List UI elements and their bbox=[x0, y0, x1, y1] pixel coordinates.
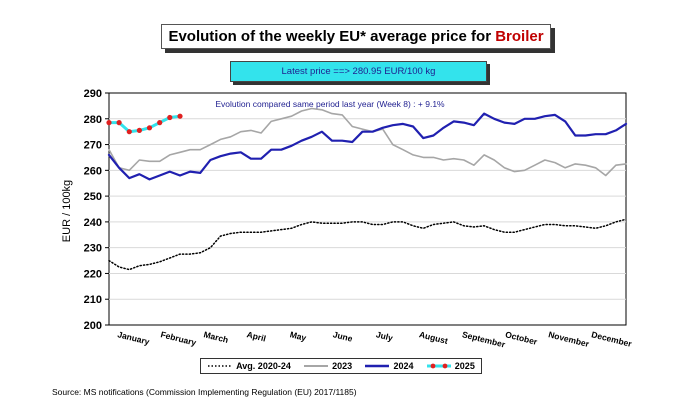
y-tick-label: 210 bbox=[84, 294, 102, 306]
legend-label-2024: 2024 bbox=[393, 361, 414, 371]
y-axis-title: EUR / 100kg bbox=[61, 180, 73, 242]
series-line-avg bbox=[108, 218, 627, 271]
legend-label-avg: Avg. 2020-24 bbox=[236, 361, 291, 371]
legend-label-2025: 2025 bbox=[454, 361, 475, 371]
x-tick-label: August bbox=[418, 329, 449, 346]
y-tick-label: 250 bbox=[84, 191, 102, 203]
y-tick-label: 290 bbox=[84, 88, 102, 100]
y-tick-label: 230 bbox=[84, 243, 102, 255]
legend-item-2025: 2025 bbox=[426, 361, 475, 371]
chart-legend: Avg. 2020-24 2023 2024 2025 bbox=[200, 358, 482, 374]
source-note: Source: MS notifications (Commission Imp… bbox=[52, 387, 357, 397]
x-tick-label: May bbox=[289, 329, 308, 343]
legend-swatch-2024 bbox=[365, 364, 390, 368]
y-tick-label: 270 bbox=[84, 140, 102, 152]
legend-swatch-avg bbox=[208, 365, 233, 367]
chart-title: Evolution of the weekly EU* average pric… bbox=[161, 24, 551, 49]
y-tick-label: 240 bbox=[84, 217, 102, 229]
x-tick-label: January bbox=[117, 329, 151, 347]
legend-item-2023: 2023 bbox=[303, 361, 352, 371]
x-tick-label: September bbox=[461, 329, 507, 349]
x-tick-label: February bbox=[160, 329, 198, 348]
x-tick-label: July bbox=[375, 329, 394, 343]
chart-annotation: Evolution compared same period last year… bbox=[215, 99, 445, 109]
legend-swatch-2025 bbox=[426, 363, 451, 369]
x-tick-label: April bbox=[246, 329, 267, 343]
legend-item-2024: 2024 bbox=[364, 361, 414, 371]
data-point-2025 bbox=[146, 125, 153, 131]
data-point-2025 bbox=[167, 114, 173, 121]
y-tick-label: 200 bbox=[84, 320, 102, 332]
y-tick-label: 280 bbox=[84, 114, 102, 126]
legend-item-avg: Avg. 2020-24 bbox=[207, 361, 291, 371]
x-tick-label: March bbox=[203, 329, 230, 345]
data-point-2025 bbox=[136, 127, 142, 133]
data-point-2025 bbox=[116, 120, 122, 126]
data-point-2025 bbox=[126, 129, 132, 135]
x-tick-label: November bbox=[547, 329, 590, 349]
series-line-2024 bbox=[107, 112, 628, 181]
series-line-2023 bbox=[108, 107, 627, 177]
x-tick-label: June bbox=[332, 329, 354, 344]
latest-price-banner: Latest price ==> 280.95 EUR/100 kg bbox=[230, 61, 487, 82]
plot-area bbox=[108, 92, 627, 326]
chart-title-prefix: Evolution of the weekly EU* average pric… bbox=[168, 28, 496, 45]
x-tick-label: December bbox=[590, 329, 633, 349]
x-tick-label: October bbox=[504, 329, 539, 347]
data-point-2025 bbox=[106, 120, 112, 126]
legend-swatch-2023 bbox=[304, 365, 329, 367]
legend-label-2023: 2023 bbox=[332, 361, 353, 371]
data-point-2025 bbox=[177, 113, 183, 119]
data-point-2025 bbox=[157, 120, 163, 126]
y-tick-label: 260 bbox=[84, 165, 102, 177]
chart-title-highlight: Broiler bbox=[495, 28, 544, 45]
y-tick-label: 220 bbox=[84, 268, 102, 280]
